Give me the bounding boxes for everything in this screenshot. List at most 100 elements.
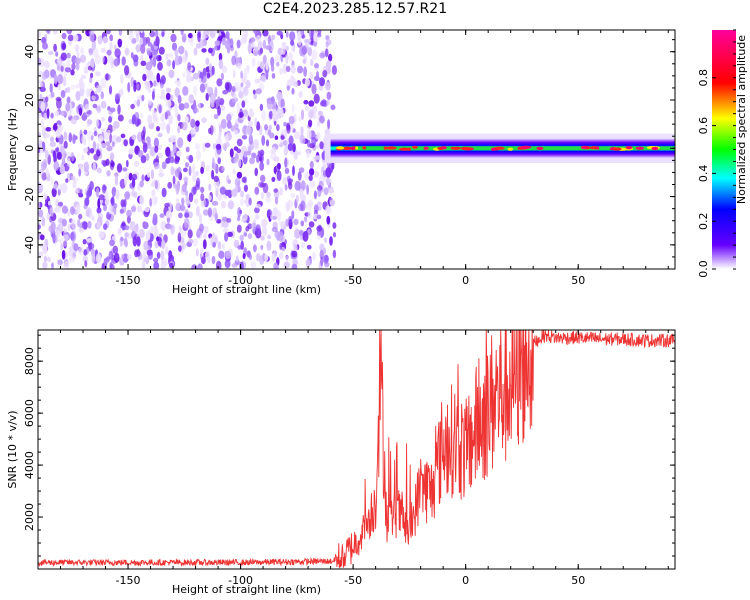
noise-blob (157, 152, 164, 159)
noise-blob (195, 120, 200, 127)
noise-blob (167, 115, 174, 121)
noise-blob (224, 134, 229, 142)
noise-blob (226, 120, 232, 129)
noise-blob (286, 85, 290, 91)
noise-blob (45, 127, 52, 132)
noise-blob (233, 157, 238, 164)
noise-blob (279, 242, 283, 250)
noise-blob (280, 98, 285, 109)
noise-blob (261, 73, 267, 83)
noise-blob (236, 148, 242, 154)
noise-blob (298, 167, 305, 173)
noise-blob (101, 116, 106, 122)
noise-blob (68, 254, 76, 263)
noise-blob (181, 197, 185, 206)
noise-blob (118, 227, 123, 234)
noise-blob (292, 165, 295, 176)
noise-blob (194, 184, 201, 191)
noise-blob (308, 175, 313, 181)
noise-blob (285, 53, 289, 64)
noise-blob (285, 218, 289, 227)
noise-blob (298, 91, 303, 98)
noise-blob (100, 77, 107, 89)
noise-blob (139, 180, 144, 188)
noise-blob (260, 244, 264, 250)
noise-blob (78, 213, 83, 220)
noise-blob (285, 65, 291, 73)
bottom-ylabel: SNR (10 * v/v) (6, 410, 19, 488)
noise-blob (301, 46, 307, 55)
noise-blob (160, 220, 167, 231)
noise-blob (68, 132, 73, 143)
top-xtick-label: -50 (344, 274, 362, 287)
noise-blob (270, 56, 275, 67)
noise-blob (288, 115, 295, 125)
noise-blob (42, 261, 48, 269)
noise-blob (136, 99, 141, 107)
noise-blob (195, 205, 200, 217)
noise-blob (165, 92, 171, 100)
top-ytick-label: 40 (23, 45, 36, 59)
noise-blob (274, 231, 279, 239)
noise-blob (89, 30, 95, 35)
noise-blob (214, 45, 220, 51)
noise-blob (255, 224, 261, 234)
noise-blob (134, 249, 139, 258)
noise-blob (204, 142, 211, 148)
noise-blob (88, 48, 94, 56)
noise-blob (258, 156, 263, 162)
signal-peak (355, 146, 359, 150)
noise-blob (65, 178, 69, 183)
noise-blob (270, 214, 274, 220)
noise-blob (266, 158, 270, 166)
noise-blob (85, 209, 90, 217)
noise-blob (121, 221, 126, 227)
noise-blob (193, 85, 198, 96)
noise-blob (245, 80, 251, 89)
noise-blob (299, 188, 304, 199)
noise-blob (288, 181, 293, 190)
noise-blob (305, 203, 312, 210)
noise-blob (41, 172, 47, 181)
noise-blob (126, 209, 132, 218)
noise-blob (94, 71, 101, 77)
noise-blob (266, 240, 272, 251)
bottom-ytick-label: 4000 (23, 451, 36, 479)
noise-blob (291, 263, 298, 269)
noise-blob (213, 175, 219, 182)
noise-blob (78, 107, 83, 116)
noise-blob (187, 61, 192, 71)
noise-blob (235, 255, 239, 263)
noise-blob (53, 43, 57, 52)
noise-blob (61, 42, 67, 50)
noise-blob (108, 85, 113, 95)
noise-blob (158, 32, 162, 37)
noise-blob (56, 229, 61, 238)
noise-blob (123, 139, 128, 147)
noise-blob (67, 34, 74, 42)
noise-blob (57, 201, 64, 207)
noise-blob (316, 214, 322, 220)
noise-blob (174, 48, 179, 57)
noise-blob (63, 140, 68, 149)
noise-blob (323, 187, 329, 196)
noise-blob (141, 174, 145, 182)
noise-blob (161, 161, 167, 170)
noise-blob (192, 72, 200, 80)
noise-blob (108, 250, 114, 260)
noise-blob (283, 261, 290, 269)
noise-blob (254, 186, 260, 195)
noise-blob (169, 262, 174, 269)
noise-blob (221, 243, 225, 250)
noise-blob (264, 124, 268, 131)
noise-blob (73, 34, 79, 42)
noise-blob (181, 55, 188, 63)
noise-blob (220, 105, 226, 112)
noise-blob (158, 172, 165, 178)
noise-blob (77, 219, 81, 228)
noise-blob (285, 255, 289, 264)
noise-blob (84, 197, 90, 206)
noise-blob (120, 199, 125, 208)
noise-blob (221, 166, 225, 172)
